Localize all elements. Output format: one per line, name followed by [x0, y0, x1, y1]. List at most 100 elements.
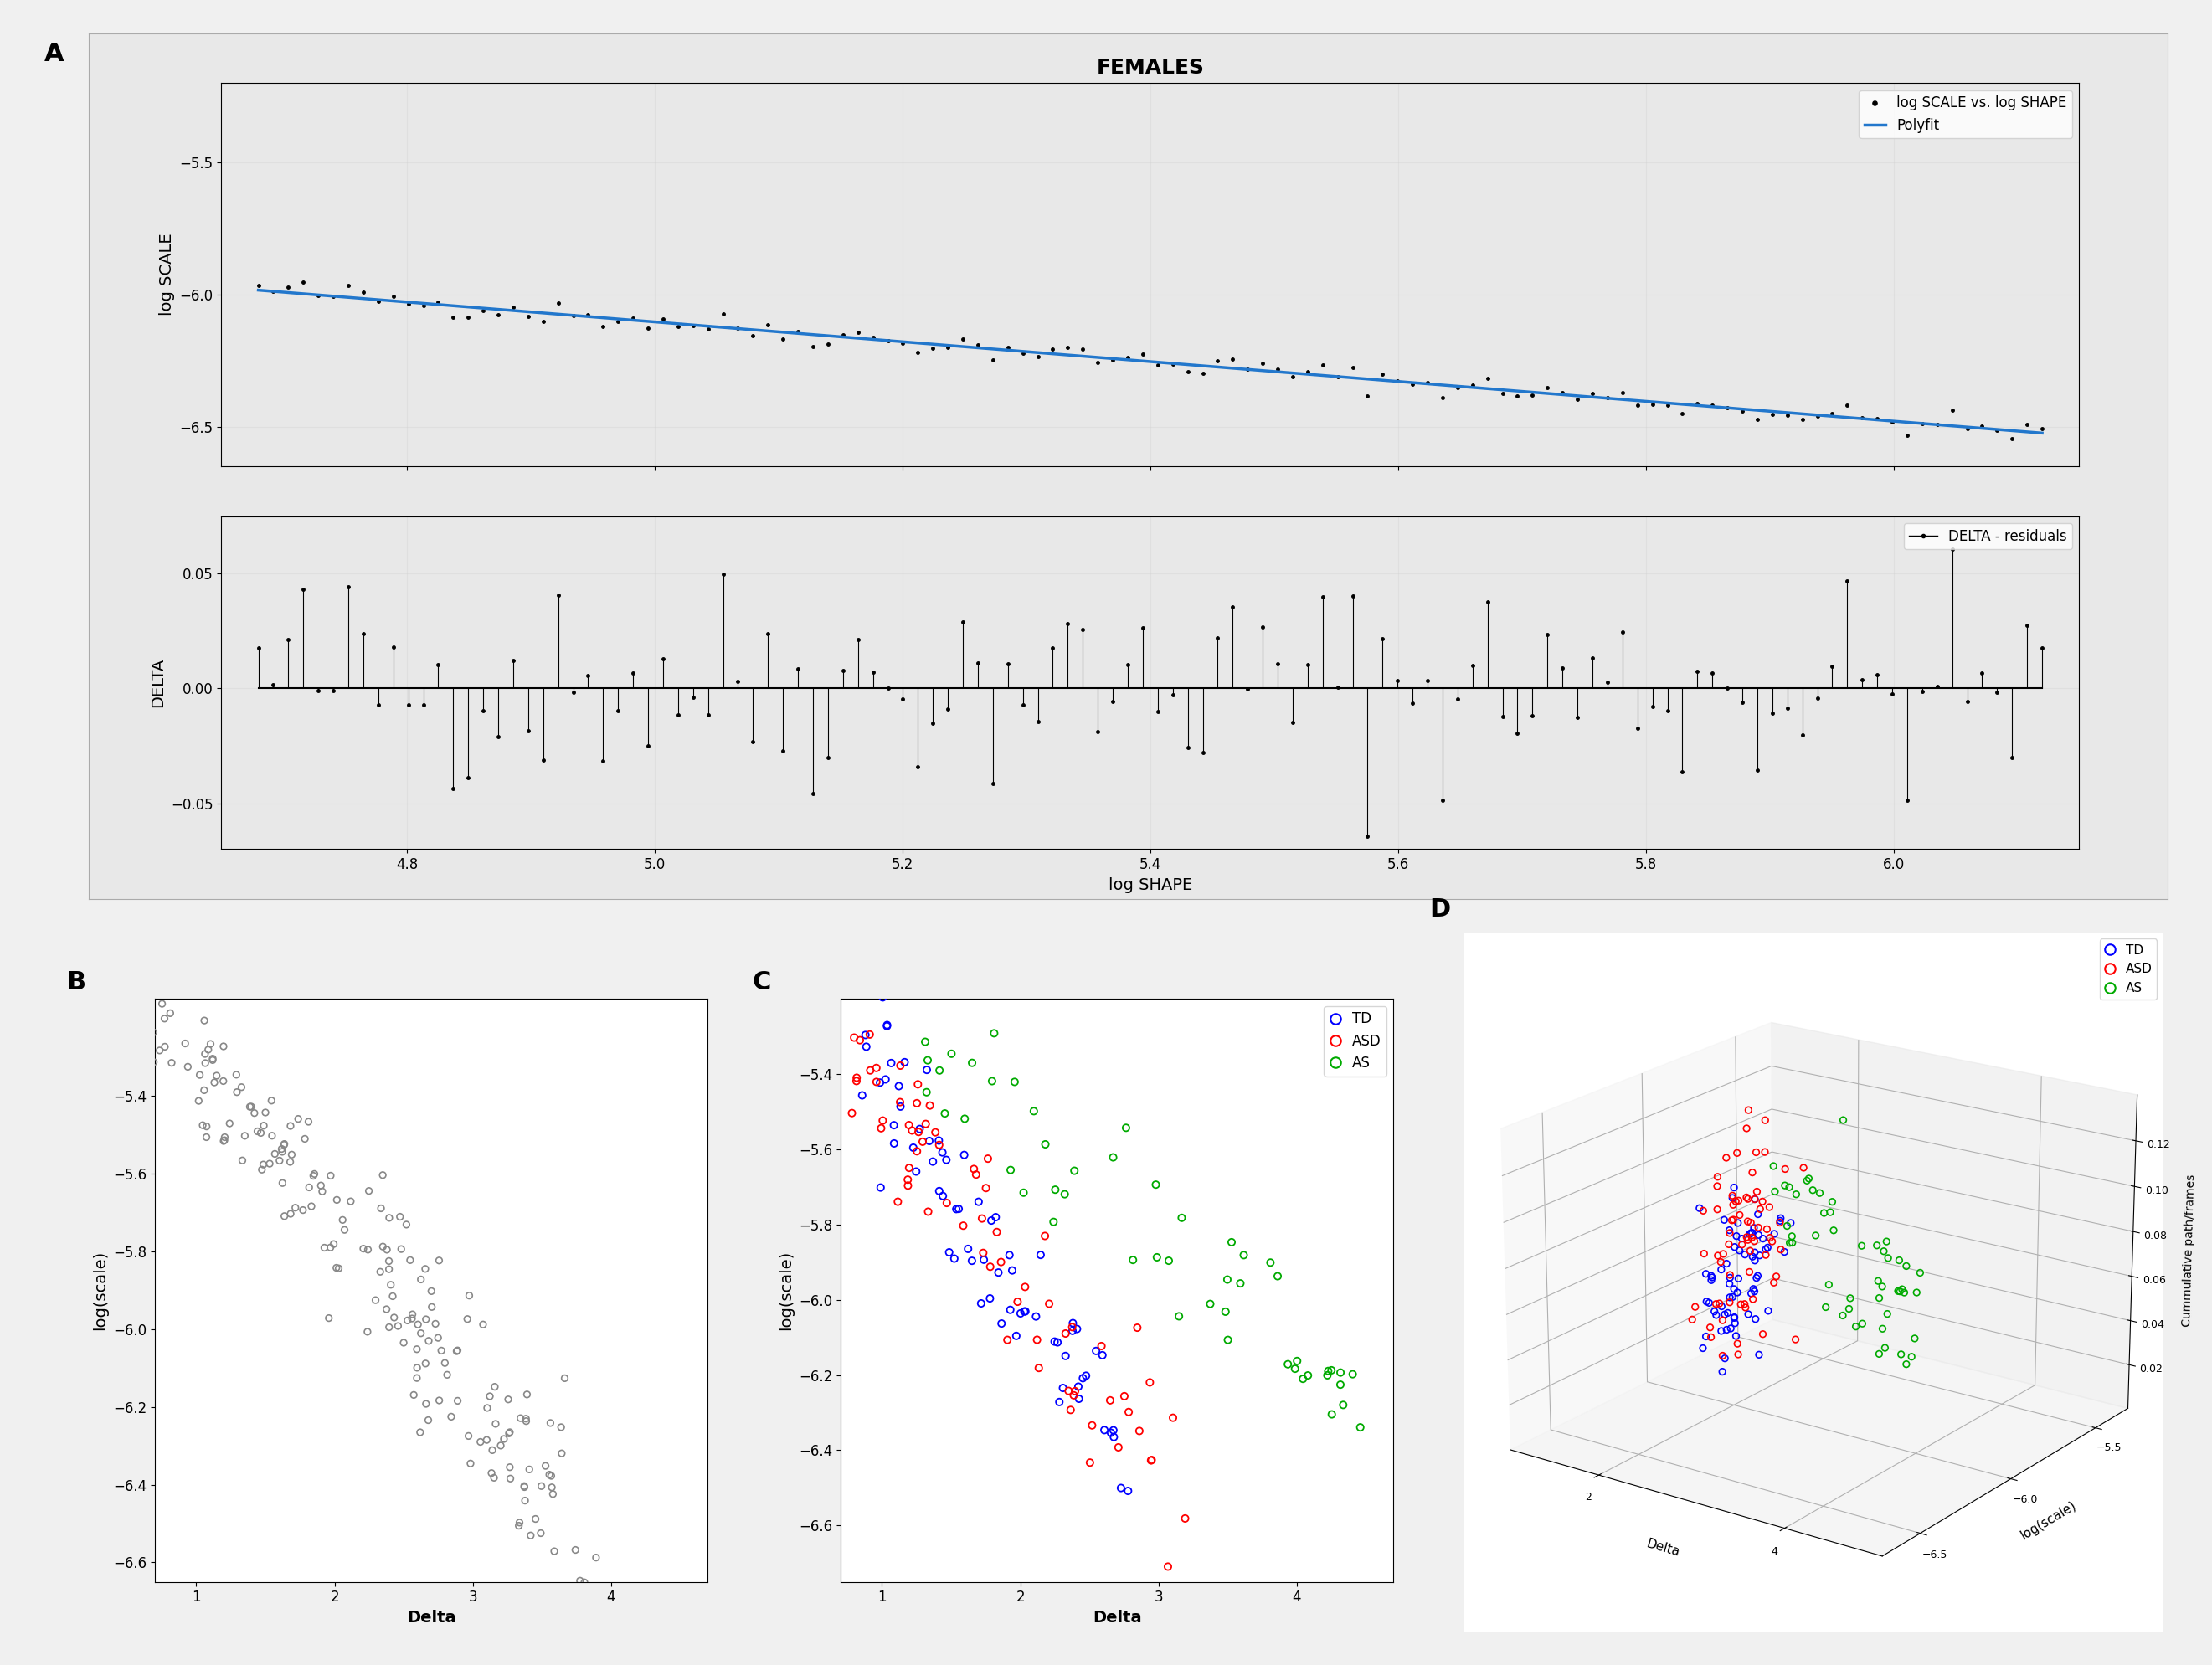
- Point: [372, 1204, 407, 1230]
- Point: [867, 1066, 902, 1092]
- Point: [544, 1440, 580, 1467]
- Point: [1062, 1385, 1097, 1412]
- Point: [509, 1382, 544, 1409]
- Point: [883, 1052, 918, 1079]
- Point: [571, 1653, 606, 1665]
- Point: [531, 1462, 566, 1489]
- Point: [155, 1049, 190, 1076]
- Point: [874, 1049, 909, 1076]
- Point: [1210, 1267, 1245, 1294]
- Point: [883, 1089, 918, 1116]
- X-axis label: Delta: Delta: [1093, 1610, 1141, 1625]
- Point: [144, 991, 179, 1017]
- Point: [411, 1327, 447, 1354]
- Point: [900, 1137, 936, 1164]
- log SCALE vs. log SHAPE: [1250, 353, 1276, 373]
- Point: [239, 1117, 274, 1144]
- Point: [201, 899, 237, 926]
- Point: [170, 1054, 206, 1081]
- Point: [538, 1538, 573, 1565]
- Point: [920, 1127, 956, 1154]
- Point: [1133, 1369, 1168, 1395]
- Point: [1104, 1475, 1139, 1502]
- Point: [1022, 1355, 1057, 1382]
- Point: [1323, 1372, 1358, 1399]
- Point: [1051, 1377, 1086, 1404]
- Point: [925, 1139, 960, 1166]
- Point: [1210, 1327, 1245, 1354]
- Point: [383, 1204, 418, 1230]
- Point: [285, 1197, 321, 1224]
- Point: [219, 1079, 254, 1106]
- Point: [188, 1114, 223, 1141]
- Point: [195, 1047, 230, 1074]
- Point: [522, 1520, 557, 1547]
- Point: [197, 1069, 232, 1096]
- Point: [469, 1395, 504, 1422]
- Point: [398, 1335, 434, 1362]
- Point: [1139, 1244, 1175, 1270]
- Point: [1108, 1114, 1144, 1141]
- Point: [1055, 1382, 1091, 1409]
- Point: [858, 1069, 894, 1096]
- Point: [403, 1265, 438, 1292]
- Point: [938, 1195, 973, 1222]
- Point: [206, 1127, 241, 1154]
- Polyfit: [1234, 360, 1261, 380]
- Point: [155, 957, 190, 984]
- Point: [429, 1362, 465, 1389]
- Point: [288, 1126, 323, 1152]
- Point: [865, 1107, 900, 1134]
- Point: [493, 1465, 529, 1492]
- Point: [296, 1162, 332, 1189]
- Point: [394, 1305, 429, 1332]
- Point: [159, 946, 195, 972]
- Point: [546, 1365, 582, 1392]
- Point: [1068, 1362, 1104, 1389]
- Point: [425, 1337, 460, 1364]
- Point: [292, 1174, 327, 1200]
- Text: A: A: [44, 42, 64, 67]
- Point: [1223, 1270, 1259, 1297]
- Point: [1079, 1337, 1115, 1364]
- Polyfit: [246, 280, 272, 300]
- Point: [502, 1512, 538, 1538]
- Point: [290, 1109, 325, 1136]
- Point: [133, 966, 168, 992]
- Point: [936, 1245, 971, 1272]
- Point: [909, 1111, 945, 1137]
- Point: [372, 1314, 407, 1340]
- Point: [918, 1119, 953, 1146]
- Point: [409, 1390, 445, 1417]
- Point: [272, 1149, 307, 1175]
- Point: [995, 1257, 1031, 1284]
- Point: [964, 1239, 1000, 1265]
- Point: [535, 1480, 571, 1507]
- Point: [265, 1170, 301, 1197]
- Point: [577, 1543, 613, 1570]
- Point: [973, 1207, 1009, 1234]
- Point: [228, 1122, 263, 1149]
- Point: [234, 1094, 270, 1121]
- Point: [533, 1410, 568, 1437]
- Point: [1310, 1362, 1345, 1389]
- Point: [1046, 1375, 1082, 1402]
- Point: [177, 969, 212, 996]
- Point: [858, 1054, 894, 1081]
- Point: [916, 1149, 951, 1175]
- Point: [190, 1036, 226, 1062]
- Point: [1037, 1329, 1073, 1355]
- Point: [124, 947, 159, 974]
- Point: [876, 1131, 911, 1157]
- Point: [507, 1474, 542, 1500]
- Point: [1075, 1412, 1110, 1439]
- Y-axis label: DELTA: DELTA: [150, 658, 166, 708]
- Point: [1133, 1447, 1168, 1474]
- Point: [422, 1387, 458, 1414]
- Point: [181, 1062, 217, 1089]
- Point: [1290, 1362, 1325, 1389]
- Point: [978, 1204, 1013, 1230]
- Point: [956, 1156, 991, 1182]
- Legend: log SCALE vs. log SHAPE, Polyfit: log SCALE vs. log SHAPE, Polyfit: [1858, 90, 2073, 138]
- Point: [582, 1575, 617, 1602]
